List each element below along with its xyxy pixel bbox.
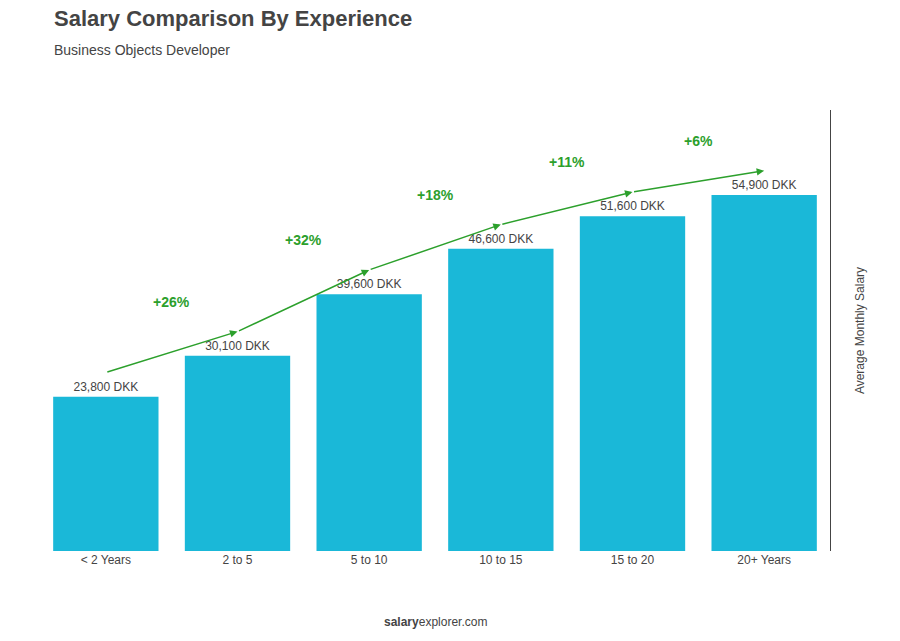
svg-text:39,600 DKK: 39,600 DKK (337, 277, 402, 291)
svg-text:+18%: +18% (417, 187, 454, 203)
svg-text:Average Monthly Salary: Average Monthly Salary (853, 267, 867, 394)
svg-text:46,600 DKK: 46,600 DKK (468, 232, 533, 246)
svg-text:2 to 5: 2 to 5 (222, 553, 252, 567)
svg-text:5 to 10: 5 to 10 (351, 553, 388, 567)
svg-text:+26%: +26% (153, 294, 190, 310)
svg-text:+11%: +11% (549, 154, 585, 170)
svg-text:< 2 Years: < 2 Years (81, 553, 131, 567)
svg-text:10 to 15: 10 to 15 (479, 553, 523, 567)
svg-text:15 to 20: 15 to 20 (611, 553, 655, 567)
svg-text:30,100 DKK: 30,100 DKK (205, 339, 270, 353)
svg-text:20+ Years: 20+ Years (737, 553, 791, 567)
svg-text:salaryexplorer.com: salaryexplorer.com (384, 615, 487, 629)
svg-text:51,600 DKK: 51,600 DKK (600, 199, 665, 213)
svg-text:Salary Comparison By Experienc: Salary Comparison By ExperienceBusiness … (54, 6, 412, 58)
svg-text:+32%: +32% (285, 232, 322, 248)
svg-text:23,800 DKK: 23,800 DKK (73, 380, 138, 394)
svg-text:54,900 DKK: 54,900 DKK (732, 178, 797, 192)
svg-text:+6%: +6% (684, 133, 713, 149)
